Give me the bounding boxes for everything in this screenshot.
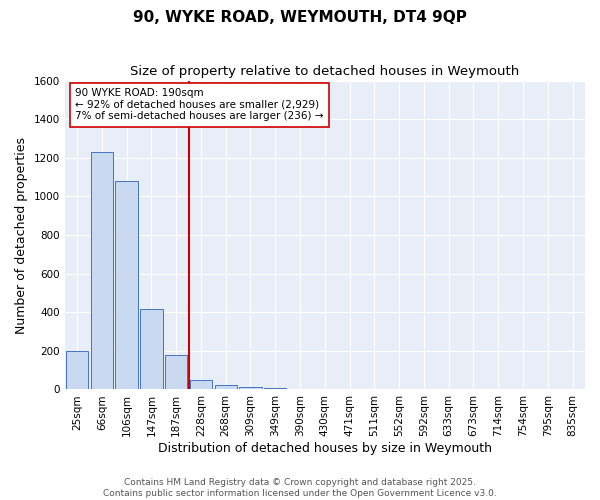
Text: 90, WYKE ROAD, WEYMOUTH, DT4 9QP: 90, WYKE ROAD, WEYMOUTH, DT4 9QP (133, 10, 467, 25)
Bar (91, 152, 113, 390)
Bar (215, 384, 237, 390)
Text: Contains HM Land Registry data © Crown copyright and database right 2025.
Contai: Contains HM Land Registry data © Crown c… (103, 478, 497, 498)
Bar (239, 386, 262, 390)
Y-axis label: Number of detached properties: Number of detached properties (15, 136, 28, 334)
Bar (190, 380, 212, 390)
Bar (264, 388, 286, 390)
Text: 90 WYKE ROAD: 190sqm
← 92% of detached houses are smaller (2,929)
7% of semi-det: 90 WYKE ROAD: 190sqm ← 92% of detached h… (75, 88, 323, 122)
Bar (165, 354, 187, 390)
Bar (66, 351, 88, 390)
Title: Size of property relative to detached houses in Weymouth: Size of property relative to detached ho… (130, 65, 520, 78)
X-axis label: Distribution of detached houses by size in Weymouth: Distribution of detached houses by size … (158, 442, 492, 455)
Bar (115, 181, 138, 390)
Bar (140, 310, 163, 390)
